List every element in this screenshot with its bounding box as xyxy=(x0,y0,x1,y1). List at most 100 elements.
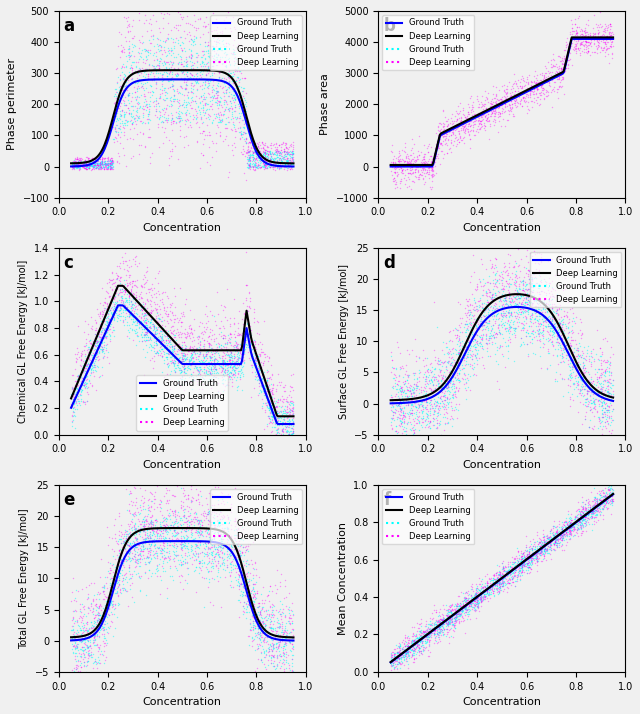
Point xyxy=(193,331,203,342)
Point xyxy=(191,71,202,82)
Point xyxy=(544,547,554,558)
Point xyxy=(191,106,201,117)
Point xyxy=(586,37,596,49)
Point xyxy=(436,379,447,391)
Point xyxy=(416,404,426,416)
Point xyxy=(186,34,196,45)
Point xyxy=(467,592,477,603)
Point xyxy=(127,292,138,303)
Point xyxy=(388,381,398,392)
Point xyxy=(236,547,246,558)
Point xyxy=(395,403,405,414)
Point xyxy=(598,408,608,420)
Point xyxy=(570,383,580,395)
Point xyxy=(563,322,573,333)
Point xyxy=(598,502,608,513)
Point xyxy=(118,579,128,590)
Point xyxy=(260,159,270,171)
Point xyxy=(579,359,589,371)
Point xyxy=(261,158,271,169)
Point xyxy=(132,536,142,547)
Point xyxy=(255,618,266,629)
Point xyxy=(99,323,109,335)
Point xyxy=(223,531,234,543)
Point xyxy=(547,74,557,85)
Point xyxy=(528,281,538,293)
Point xyxy=(436,624,447,635)
Point xyxy=(107,154,117,166)
Point xyxy=(454,617,465,628)
Point xyxy=(231,114,241,125)
Point xyxy=(264,383,274,395)
Point xyxy=(80,162,90,174)
Point xyxy=(405,164,415,176)
Point xyxy=(286,682,296,693)
Point xyxy=(600,376,610,387)
Point xyxy=(75,610,85,622)
Point xyxy=(244,640,254,651)
Point xyxy=(227,362,237,373)
Point xyxy=(77,384,87,396)
Point xyxy=(100,158,110,169)
Point xyxy=(141,314,152,326)
Point xyxy=(470,349,480,361)
Point xyxy=(243,144,253,156)
Point xyxy=(79,620,89,631)
Point xyxy=(209,109,219,120)
Point xyxy=(392,411,403,423)
Point xyxy=(487,580,497,592)
Point xyxy=(527,80,538,91)
Point xyxy=(216,44,227,56)
Point xyxy=(262,146,272,157)
Point xyxy=(141,104,151,116)
Point xyxy=(156,56,166,67)
Point xyxy=(536,80,547,91)
Point xyxy=(227,71,237,82)
Point xyxy=(437,381,447,392)
Point xyxy=(81,158,92,169)
Point xyxy=(115,114,125,125)
Point xyxy=(177,538,187,550)
Point xyxy=(602,410,612,421)
Point xyxy=(424,162,435,174)
Point xyxy=(547,336,557,348)
Point xyxy=(552,350,562,361)
Point xyxy=(189,542,200,553)
Point xyxy=(280,654,291,665)
Point xyxy=(218,355,228,366)
Point xyxy=(152,328,163,339)
Point xyxy=(577,507,587,518)
Point xyxy=(244,151,254,163)
Point xyxy=(445,358,455,370)
Point xyxy=(272,161,282,172)
Point xyxy=(424,623,435,635)
Point xyxy=(175,538,186,550)
Point xyxy=(593,39,603,51)
Point xyxy=(436,615,447,627)
Point xyxy=(454,346,465,358)
Point xyxy=(272,629,282,640)
Point xyxy=(180,72,190,84)
Point xyxy=(211,108,221,119)
Point xyxy=(563,339,573,351)
Point xyxy=(403,159,413,170)
Point xyxy=(118,544,128,555)
Point xyxy=(388,410,398,421)
Point xyxy=(80,381,90,393)
Point xyxy=(203,525,213,536)
Point xyxy=(173,520,184,531)
Point xyxy=(284,628,294,639)
Point xyxy=(550,532,561,543)
Point xyxy=(281,141,291,153)
Point xyxy=(456,610,467,622)
Point xyxy=(411,378,421,389)
Point xyxy=(258,618,268,629)
Point xyxy=(492,586,502,598)
Point xyxy=(410,633,420,645)
Point xyxy=(595,506,605,517)
Point xyxy=(164,523,175,534)
Point xyxy=(95,588,105,599)
Point xyxy=(402,390,412,401)
Point xyxy=(502,90,512,101)
Point xyxy=(184,511,195,522)
